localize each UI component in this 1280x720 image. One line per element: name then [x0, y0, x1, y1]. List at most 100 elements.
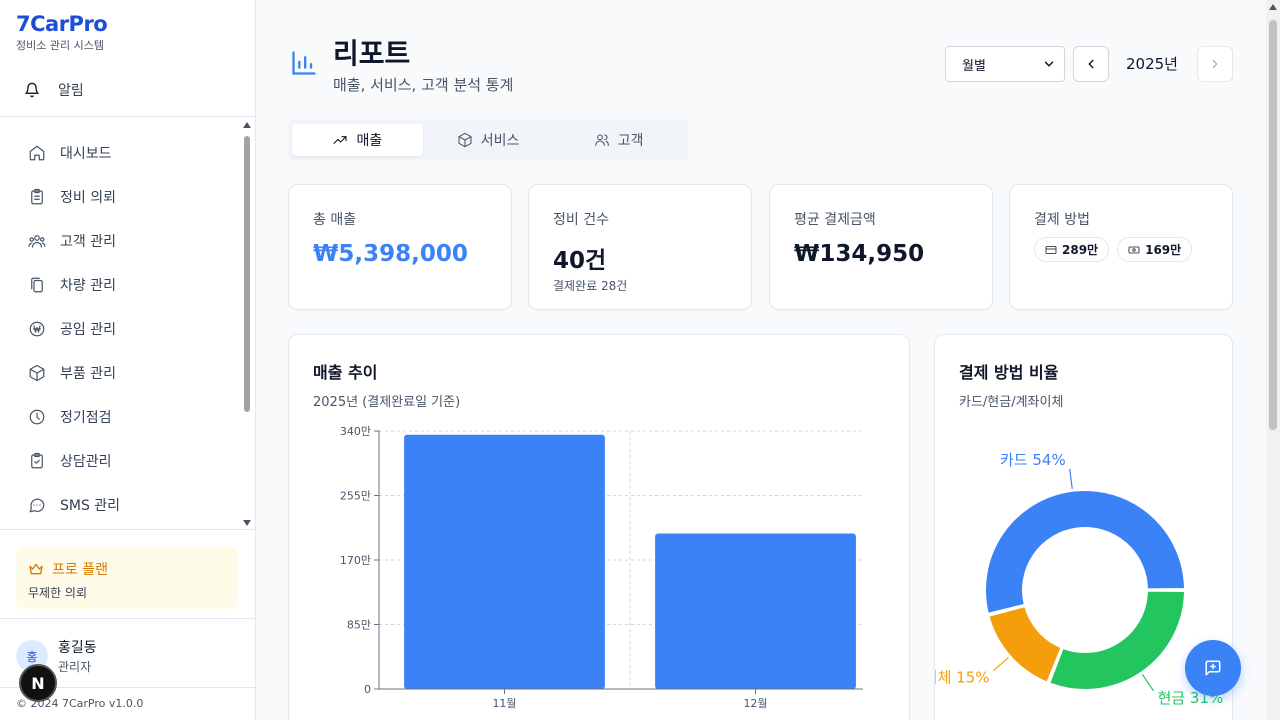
- divider: [0, 618, 255, 619]
- user-role: 관리자: [58, 660, 92, 674]
- tab-label: 서비스: [480, 133, 520, 149]
- slice-leader-line: [1069, 468, 1073, 489]
- pill-value: 169만: [1145, 243, 1182, 257]
- banknote-icon: [1128, 246, 1140, 253]
- next-year-button[interactable]: [1197, 46, 1233, 82]
- y-tick-label: 340만: [340, 425, 371, 438]
- clipboard-check-icon: [31, 452, 43, 469]
- sidebar-item-label: 고객 관리: [60, 234, 116, 250]
- notifications-button[interactable]: 알림: [24, 80, 84, 100]
- scroll-thumb[interactable]: [1269, 20, 1277, 430]
- sidebar-nav: 대시보드 정비 의뢰 고객 관리 차량 관리 공임 관리 부품 관리 정기점검: [0, 131, 238, 527]
- bell-icon: [25, 82, 39, 98]
- notifications-label: 알림: [58, 83, 84, 99]
- y-tick-label: 85만: [347, 619, 371, 632]
- x-tick-label: 11월: [492, 697, 516, 710]
- clipboard-icon: [31, 188, 43, 205]
- chat-fab-button[interactable]: [1185, 640, 1241, 696]
- sales-trend-card: 매출 추이 2025년 (결제완료일 기준) 0 85만 170만 255만 340만 1…: [288, 334, 910, 720]
- sidebar-item-inspections[interactable]: 정기점검: [0, 395, 238, 439]
- slice-카드: [984, 489, 1187, 616]
- stat-label: 정비 건수: [553, 212, 609, 228]
- scroll-thumb[interactable]: [244, 136, 250, 412]
- won-coin-icon: [29, 321, 45, 337]
- user-name: 홍길동: [58, 640, 97, 656]
- y-tick-label: 0: [364, 683, 371, 696]
- sidebar-item-vehicles[interactable]: 차량 관리: [0, 263, 238, 307]
- box-icon: [29, 364, 45, 382]
- divider: [0, 116, 255, 117]
- slice-현금: [1047, 589, 1187, 691]
- service-count-card: 정비 건수 40건 결제완료 28건: [528, 184, 752, 310]
- sidebar-item-labor[interactable]: 공임 관리: [0, 307, 238, 351]
- sidebar-scrollbar[interactable]: [241, 118, 253, 528]
- tab-customers[interactable]: 고객: [553, 124, 684, 156]
- page-scrollbar[interactable]: [1266, 0, 1280, 720]
- pill-value: 289만: [1062, 243, 1099, 257]
- main-content: 리포트 매출, 서비스, 고객 분석 통계 월별 2025년 매출 서비스 고객…: [256, 0, 1266, 720]
- sidebar-item-label: 차량 관리: [60, 278, 116, 294]
- home-icon: [29, 145, 45, 161]
- payment-ratio-card: 결제 방법 비율 카드/현금/계좌이체 카드 54%계좌이체 15%현금 31%: [934, 334, 1233, 720]
- card-title: 결제 방법 비율: [959, 363, 1059, 382]
- scroll-up-arrow[interactable]: [243, 122, 251, 128]
- sidebar-item-service-requests[interactable]: 정비 의뢰: [0, 175, 238, 219]
- sidebar-item-sms[interactable]: SMS 관리: [0, 483, 238, 527]
- scroll-down-arrow[interactable]: [243, 520, 251, 526]
- tab-sales[interactable]: 매출: [292, 124, 423, 156]
- sidebar-item-label: 부품 관리: [60, 366, 116, 382]
- box-icon: [458, 132, 472, 148]
- brand-title: 7CarPro: [16, 12, 108, 36]
- period-select[interactable]: 월별: [945, 46, 1065, 82]
- copyright: © 2024 7CarPro v1.0.0: [16, 697, 144, 710]
- y-tick-label: 170만: [340, 554, 371, 567]
- sales-bar-chart: 0 85만 170만 255만 340만 11월 12월: [340, 425, 863, 710]
- sidebar-item-parts[interactable]: 부품 관리: [0, 351, 238, 395]
- chevron-left-icon: [1088, 59, 1094, 69]
- stat-value: ₩5,398,000: [313, 241, 468, 267]
- total-sales-card: 총 매출 ₩5,398,000: [288, 184, 512, 310]
- sidebar-item-label: 정기점검: [60, 410, 112, 426]
- sidebar-item-label: 정비 의뢰: [60, 190, 116, 206]
- brand[interactable]: 7CarPro 정비소 관리 시스템: [16, 12, 108, 53]
- bar-1: [404, 434, 605, 689]
- period-select-value: 월별: [962, 58, 986, 74]
- dev-tools-badge[interactable]: N: [19, 664, 57, 702]
- previous-year-button[interactable]: [1073, 46, 1109, 82]
- sidebar-item-consultations[interactable]: 상담관리: [0, 439, 238, 483]
- sidebar-item-dashboard[interactable]: 대시보드: [0, 131, 238, 175]
- slice-계좌이체: [987, 604, 1063, 684]
- sidebar-item-label: 공임 관리: [60, 322, 116, 338]
- chevron-right-icon: [1212, 59, 1218, 69]
- page-title: 리포트: [333, 37, 411, 70]
- tab-label: 매출: [356, 133, 383, 149]
- chart-grid: [379, 430, 863, 690]
- scroll-up-arrow[interactable]: [1269, 4, 1277, 10]
- card-subtitle: 카드/현금/계좌이체: [959, 395, 1064, 410]
- page-subtitle: 매출, 서비스, 고객 분석 통계: [333, 76, 514, 94]
- slice-label: 카드 54%: [1000, 451, 1066, 469]
- message-plus-icon: [1205, 660, 1221, 676]
- card-subtitle: 2025년 (결제완료일 기준): [313, 395, 461, 410]
- slice-label: 계좌이체 15%: [935, 669, 989, 687]
- clock-icon: [29, 409, 45, 425]
- stat-value: ₩134,950: [794, 241, 925, 267]
- users-icon: [28, 235, 46, 248]
- bar-chart-icon: [292, 51, 316, 75]
- user-info: 홍길동 관리자: [58, 637, 97, 675]
- sidebar-item-label: 상담관리: [60, 454, 112, 470]
- y-tick-label: 255만: [340, 490, 371, 503]
- avg-payment-card: 평균 결제금액 ₩134,950: [769, 184, 993, 310]
- year-display: 2025년: [1126, 55, 1178, 73]
- stat-label: 평균 결제금액: [794, 212, 876, 228]
- tab-services[interactable]: 서비스: [423, 124, 554, 156]
- sidebar-item-label: SMS 관리: [60, 498, 121, 514]
- stat-note: 결제완료 28건: [553, 279, 628, 293]
- payment-donut-chart: 카드 54%계좌이체 15%현금 31%: [935, 451, 1223, 707]
- stat-label: 결제 방법: [1034, 212, 1090, 228]
- cash-amount-pill: 169만: [1117, 237, 1193, 262]
- payment-pills: 289만 169만: [1034, 237, 1208, 262]
- sidebar-item-customers[interactable]: 고객 관리: [0, 219, 238, 263]
- tab-label: 고객: [617, 133, 644, 149]
- plan-card[interactable]: 프로 플랜 무제한 의뢰: [16, 547, 238, 609]
